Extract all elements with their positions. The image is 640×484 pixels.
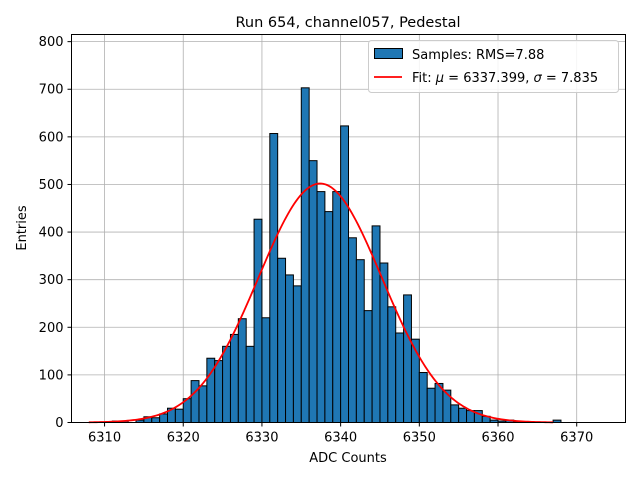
y-tick-label: 400 — [39, 226, 64, 241]
histogram-bar — [324, 211, 334, 423]
histogram-bar — [387, 306, 397, 424]
y-tick-label: 200 — [39, 321, 64, 336]
y-axis-ticks: 0 100 200 300 400 500 600 700 800 — [39, 35, 72, 431]
y-axis-label: Entries — [15, 205, 30, 251]
legend-sigma-symbol: σ — [534, 71, 543, 86]
fit-curve — [88, 182, 554, 424]
fit-curve-layer — [88, 182, 554, 424]
x-tick-label: 6350 — [403, 431, 436, 446]
histogram-bar — [237, 318, 247, 423]
histogram-bar — [418, 372, 428, 423]
legend: Samples: RMS=7.88 Fit: μ = 6337.399, σ =… — [368, 40, 619, 93]
histogram-bar — [159, 413, 169, 423]
legend-box — [368, 40, 619, 93]
legend-label-samples: Samples: RMS=7.88 — [412, 48, 544, 63]
y-tick-label: 800 — [39, 35, 64, 50]
y-tick-label: 600 — [39, 130, 64, 145]
legend-swatch-samples — [374, 48, 403, 59]
x-axis-ticks: 6310 6320 6330 6340 6350 6360 6370 — [88, 422, 593, 446]
histogram-bar — [222, 345, 231, 423]
histogram-bar — [292, 285, 302, 424]
histogram-bar — [261, 317, 271, 423]
x-tick-label: 6330 — [245, 431, 278, 446]
x-tick-label: 6340 — [324, 431, 357, 446]
y-tick-label: 700 — [39, 83, 64, 98]
histogram-bar — [332, 191, 342, 423]
histogram-bar — [277, 257, 287, 423]
histogram-bar — [245, 345, 255, 423]
histogram-bar — [458, 407, 468, 424]
histogram-bar — [198, 385, 208, 424]
y-tick-label: 500 — [39, 178, 64, 193]
histogram-bar — [253, 218, 263, 423]
histogram-bar — [403, 294, 412, 423]
y-tick-label: 100 — [39, 368, 64, 383]
histogram-bar — [308, 160, 318, 423]
legend-fit-mid: = 6337.399, — [444, 71, 533, 86]
plot-frame — [71, 34, 626, 423]
y-tick-label: 300 — [39, 273, 64, 288]
legend-label-fit: Fit: μ = 6337.399, σ = 7.835 — [412, 71, 598, 86]
x-tick-label: 6360 — [481, 431, 514, 446]
histogram-bar — [348, 237, 357, 423]
histogram-bar — [450, 404, 460, 424]
x-tick-label: 6310 — [88, 431, 121, 446]
x-tick-label: 6320 — [167, 431, 200, 446]
histogram-bar — [363, 310, 373, 424]
histogram-bar — [151, 417, 161, 423]
histogram-bar — [190, 380, 200, 424]
x-axis-label: ADC Counts — [309, 451, 387, 466]
histogram-bar — [174, 408, 184, 424]
histogram-bar — [316, 191, 326, 423]
histogram-bar — [269, 133, 279, 423]
y-tick-label: 0 — [55, 416, 63, 431]
legend-fit-end: = 7.835 — [542, 71, 598, 86]
histogram-bar — [426, 387, 436, 423]
legend-fit-prefix: Fit: — [412, 71, 436, 86]
histogram-bar — [355, 259, 365, 424]
x-tick-label: 6370 — [560, 431, 593, 446]
histogram-bars — [111, 87, 562, 424]
chart-title: Run 654, channel057, Pedestal — [235, 15, 460, 31]
histogram-bar — [300, 87, 310, 423]
histogram-bar — [285, 274, 294, 423]
legend-mu-symbol: μ — [435, 71, 444, 86]
histogram-bar — [340, 125, 349, 424]
histogram-bar — [214, 360, 224, 424]
histogram-bar — [395, 332, 405, 424]
histogram-bar — [229, 333, 239, 424]
